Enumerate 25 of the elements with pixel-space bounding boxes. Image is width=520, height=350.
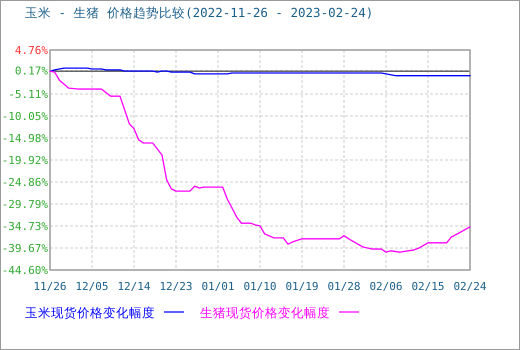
- y-tick-label: -10.05%: [2, 110, 48, 124]
- x-tick-label: 12/23: [159, 280, 193, 293]
- x-tick-label: 12/05: [75, 280, 109, 293]
- x-tick-label: 02/06: [369, 280, 403, 293]
- x-tick-label: 11/26: [33, 280, 67, 293]
- x-tick-label: 02/24: [453, 280, 487, 293]
- y-tick-label: 0.17%: [14, 64, 48, 78]
- legend-label: 生猪现货价格变化幅度: [200, 305, 330, 320]
- x-tick-label: 02/15: [411, 280, 445, 293]
- x-tick-label: 01/01: [201, 280, 235, 293]
- y-tick-label: -34.73%: [2, 220, 48, 234]
- chart-title: 玉米 - 生猪 价格趋势比较(2022-11-26 - 2023-02-24): [25, 5, 374, 20]
- y-tick-label: -14.98%: [2, 132, 48, 145]
- y-tick-label: -39.67%: [2, 242, 48, 256]
- y-tick-label: 4.76%: [14, 44, 48, 57]
- legend-label: 玉米现货价格变化幅度: [25, 305, 155, 320]
- x-tick-label: 01/28: [327, 280, 361, 293]
- x-tick-label: 01/19: [285, 280, 319, 293]
- y-tick-label: -44.60%: [2, 264, 48, 277]
- x-tick-label: 12/14: [117, 280, 151, 293]
- y-tick-label: -5.11%: [8, 88, 48, 101]
- y-tick-label: -29.79%: [2, 198, 48, 211]
- y-tick-label: -19.92%: [2, 154, 48, 167]
- y-tick-label: -24.86%: [2, 176, 48, 190]
- x-tick-label: 01/10: [243, 280, 277, 293]
